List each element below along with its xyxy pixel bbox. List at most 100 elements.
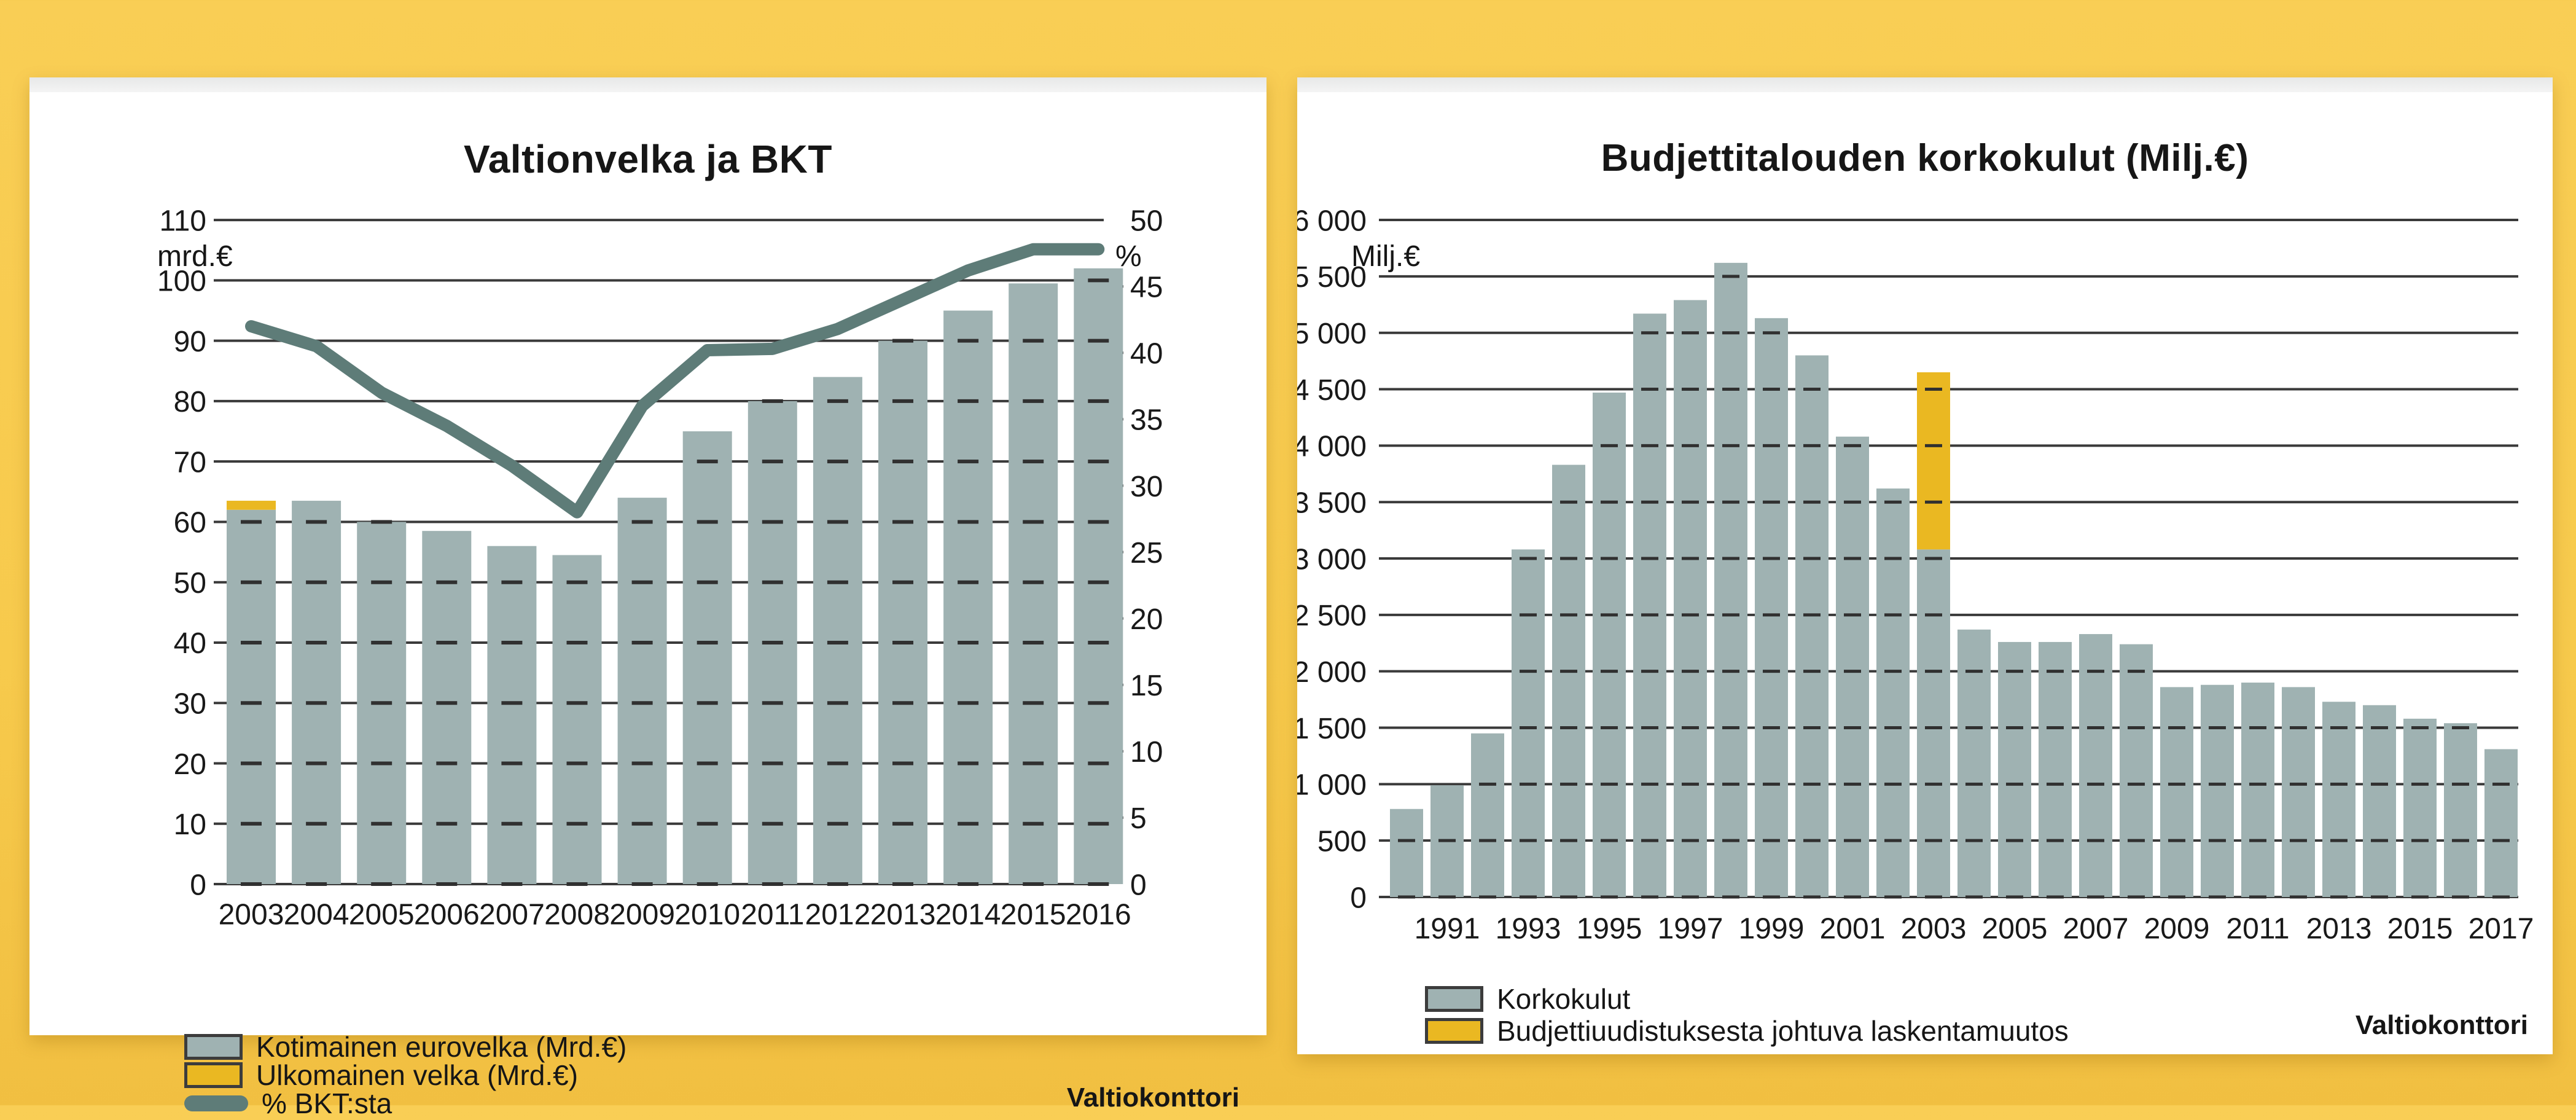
left-axis-tick-label: 80 xyxy=(174,386,206,418)
left-axis-tick-label: 60 xyxy=(174,507,206,539)
x-axis-year-label: 2007 xyxy=(2063,912,2129,945)
x-axis-year-label: 2015 xyxy=(1001,898,1066,931)
bar-korkokulut-2014 xyxy=(2363,705,2396,897)
left-axis-tick-label: 70 xyxy=(174,446,206,479)
bar-korkokulut-2013 xyxy=(2322,702,2355,897)
bar-laskentamuutos-2003 xyxy=(1917,372,1950,550)
y-axis-tick-label: 3 500 xyxy=(1297,487,1367,519)
yellow-bar-swatch-icon xyxy=(184,1062,243,1088)
bar-ulkomainen-2003 xyxy=(227,501,276,510)
y-axis-tick-label: 5 500 xyxy=(1297,261,1367,294)
bar-korkokulut-2002 xyxy=(1876,488,1910,897)
bar-korkokulut-2003 xyxy=(1917,549,1950,897)
bar-kotimainen-2010 xyxy=(682,431,732,884)
x-axis-year-label: 2011 xyxy=(741,898,804,931)
x-axis-year-label: 2015 xyxy=(2387,912,2453,945)
right-axis-tick-label: 5 xyxy=(1130,802,1147,835)
left-axis-tick-label: 50 xyxy=(174,567,206,600)
right-axis-tick-label: 15 xyxy=(1130,670,1163,702)
y-axis-tick-label: 2 000 xyxy=(1297,656,1367,689)
right-axis-tick-label: 35 xyxy=(1130,404,1163,437)
source-label: Valtiokonttori xyxy=(1066,1083,1239,1113)
legend-item-label: Budjettiuudistuksesta johtuva laskentamu… xyxy=(1497,1015,2069,1047)
right-axis-tick-label: 40 xyxy=(1130,338,1163,370)
bar-korkokulut-2006 xyxy=(2039,641,2072,897)
chart-title-right: Budjettitalouden korkokulut (Milj.€) xyxy=(1601,137,2249,179)
legend-item-label: % BKT:sta xyxy=(262,1087,392,1119)
legend-item-label: Kotimainen eurovelka (Mrd.€) xyxy=(256,1031,627,1063)
bar-korkokulut-2012 xyxy=(2282,687,2315,897)
bar-korkokulut-1993 xyxy=(1512,549,1545,897)
left-axis-tick-label: 110 xyxy=(159,205,206,237)
bar-korkokulut-1996 xyxy=(1633,313,1666,898)
x-axis-year-label: 2005 xyxy=(1982,912,2048,945)
x-axis-year-label: 2005 xyxy=(349,898,415,931)
x-axis-year-label: 1999 xyxy=(1739,912,1805,945)
bar-korkokulut-1992 xyxy=(1471,733,1504,897)
bar-kotimainen-2007 xyxy=(487,546,537,884)
debt-bars xyxy=(227,268,1123,886)
x-axis-year-label: 2011 xyxy=(2226,912,2289,945)
right-axis-tick-label: 10 xyxy=(1130,736,1163,769)
legend-item: Korkokulut xyxy=(1425,982,1630,1016)
bar-korkokulut-1995 xyxy=(1593,393,1626,897)
bar-korkokulut-1997 xyxy=(1674,300,1707,897)
x-axis-year-label: 2012 xyxy=(805,898,871,931)
y-axis-unit-label: Milj.€ xyxy=(1351,240,1421,273)
left-axis-tick-label: 100 xyxy=(157,265,206,298)
right-axis-tick-label: 30 xyxy=(1130,471,1163,503)
yellow-bar-swatch-icon xyxy=(1425,1018,1483,1044)
panel-interest-costs-chart: Budjettitalouden korkokulut (Milj.€) Mil… xyxy=(1297,77,2553,1054)
legend-item: Budjettiuudistuksesta johtuva laskentamu… xyxy=(1425,1014,2069,1048)
x-axis-year-label: 2016 xyxy=(1066,898,1131,931)
bar-korkokulut-2011 xyxy=(2241,683,2274,897)
y-axis-tick-label: 5 000 xyxy=(1297,318,1367,350)
x-axis-year-label: 2001 xyxy=(1820,912,1886,945)
y-axis-tick-label: 1 500 xyxy=(1297,713,1367,745)
bar-korkokulut-1998 xyxy=(1714,262,1747,897)
interest-costs-chart-plot: 0 500 1 000 1 500 2 000 2 500 3 000 3 500 4 000 4… xyxy=(1297,205,2534,945)
gdp-percentage-line xyxy=(245,243,1105,519)
bar-korkokulut-2009 xyxy=(2160,687,2193,897)
y-axis-tick-label: 6 000 xyxy=(1297,205,1367,237)
bar-korkokulut-2005 xyxy=(1998,641,2031,897)
y-axis-tick-label: 4 500 xyxy=(1297,374,1367,407)
legend-item: % BKT:sta xyxy=(184,1087,392,1120)
x-axis-year-label: 2006 xyxy=(414,898,480,931)
bar-korkokulut-2016 xyxy=(2444,723,2477,897)
legend-item-label: Korkokulut xyxy=(1497,983,1631,1015)
bar-kotimainen-2008 xyxy=(552,555,602,884)
left-axis-tick-label: 0 xyxy=(190,869,206,901)
debt-gdp-chart-plot: 0 10 20 30 40 50 60 70 80 90 100 110 0 5 10 15 20 25 30 35 4… xyxy=(157,205,1163,931)
left-axis-tick-label: 10 xyxy=(174,809,206,841)
chart-title-left: Valtionvelka ja BKT xyxy=(464,137,832,181)
x-axis-year-label: 1997 xyxy=(1658,912,1723,945)
y-axis-tick-label: 1 000 xyxy=(1297,769,1367,802)
bar-korkokulut-2004 xyxy=(1957,629,1991,897)
line-swatch-icon xyxy=(184,1095,248,1111)
bar-kotimainen-2012 xyxy=(813,377,862,884)
bar-kotimainen-2014 xyxy=(943,310,993,884)
gray-bar-swatch-icon xyxy=(1425,986,1483,1012)
right-axis-tick-label: 0 xyxy=(1130,869,1147,901)
x-axis-year-label: 2008 xyxy=(544,898,610,931)
x-axis-year-label: 1995 xyxy=(1577,912,1642,945)
bar-korkokulut-2008 xyxy=(2120,644,2153,897)
y-axis-tick-label: 0 xyxy=(1350,882,1367,914)
x-axis-year-label: 1993 xyxy=(1496,912,1561,945)
bar-korkokulut-1999 xyxy=(1755,318,1788,897)
bar-kotimainen-2016 xyxy=(1074,268,1123,884)
left-axis-tick-label: 90 xyxy=(174,326,206,358)
x-axis-year-label: 1991 xyxy=(1415,912,1480,945)
x-axis-year-label: 2007 xyxy=(479,898,545,931)
x-axis-year-label: 2009 xyxy=(2144,912,2210,945)
x-axis-year-label: 2013 xyxy=(870,898,936,931)
x-axis-year-label: 2003 xyxy=(219,898,284,931)
bar-korkokulut-2000 xyxy=(1795,355,1829,897)
legend-item-label: Ulkomainen velka (Mrd.€) xyxy=(256,1059,579,1091)
bar-kotimainen-2013 xyxy=(878,340,927,884)
y-axis-tick-label: 500 xyxy=(1317,825,1367,858)
interest-bars xyxy=(1390,262,2518,899)
bar-korkokulut-1990 xyxy=(1390,809,1423,897)
x-axis-year-label: 2013 xyxy=(2306,912,2372,945)
